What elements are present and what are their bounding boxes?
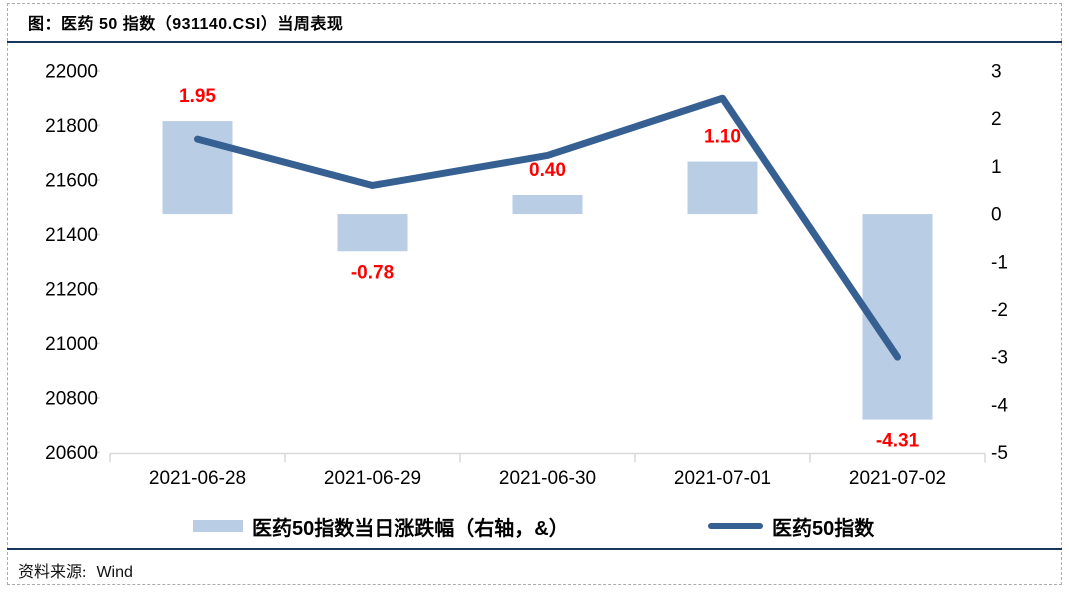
y-axis-left-label: 20600 <box>45 443 98 464</box>
y-axis-right-label: -2 <box>991 300 1008 321</box>
legend-bar-swatch <box>193 520 243 532</box>
legend-line-label: 医药50指数 <box>772 517 875 540</box>
bar-value-label: -4.31 <box>876 431 920 452</box>
x-axis-label: 2021-07-01 <box>674 468 771 489</box>
y-axis-left-label: 21600 <box>45 171 98 192</box>
bar-value-label: -0.78 <box>351 262 394 283</box>
chart-title: 图：医药 50 指数（931140.CSI）当周表现 <box>28 16 344 33</box>
legend-item-line-series: 医药50指数 <box>708 514 875 540</box>
title-divider-rule <box>7 41 1062 43</box>
y-axis-right-label: 3 <box>991 62 1002 83</box>
bar-2021-06-30 <box>512 194 583 215</box>
bar-value-label: 0.40 <box>529 160 566 181</box>
bar-value-label: 1.95 <box>179 86 216 107</box>
y-axis-right-label: -3 <box>991 348 1008 369</box>
index-line <box>194 94 901 361</box>
bar-value-label: 1.10 <box>704 127 741 148</box>
source-value: Wind <box>96 564 133 581</box>
x-axis-label: 2021-06-29 <box>324 468 421 489</box>
legend-item-bar-series: 医药50指数当日涨跌幅（右轴，&） <box>193 514 569 540</box>
source-label: 资料来源: <box>18 564 87 581</box>
bar-2021-06-28 <box>162 121 233 215</box>
y-axis-left-label: 20800 <box>45 389 98 410</box>
y-axis-right-label: -1 <box>991 252 1008 273</box>
legend-line-swatch <box>708 523 763 529</box>
y-axis-left-label: 22000 <box>45 62 98 83</box>
footer-divider-rule <box>7 548 1062 550</box>
bar-2021-06-29 <box>337 214 408 252</box>
bar-2021-07-01 <box>687 161 758 215</box>
y-axis-right-label: 1 <box>991 157 1002 178</box>
x-axis-label: 2021-06-30 <box>499 468 596 489</box>
y-axis-left-label: 21200 <box>45 280 98 301</box>
legend-bar-label: 医药50指数当日涨跌幅（右轴，&） <box>252 517 569 540</box>
y-axis-right-label: -4 <box>991 395 1008 416</box>
source-line: 资料来源: Wind <box>18 558 133 582</box>
y-axis-left-label: 21000 <box>45 334 98 355</box>
y-axis-right-label: 2 <box>991 109 1002 130</box>
y-axis-right-label: -5 <box>991 443 1008 464</box>
x-axis-label: 2021-07-02 <box>849 468 946 489</box>
y-axis-right-label: 0 <box>991 205 1002 226</box>
y-axis-left-label: 21400 <box>45 225 98 246</box>
x-axis-label: 2021-06-28 <box>149 468 246 489</box>
y-axis-left-label: 21800 <box>45 116 98 137</box>
